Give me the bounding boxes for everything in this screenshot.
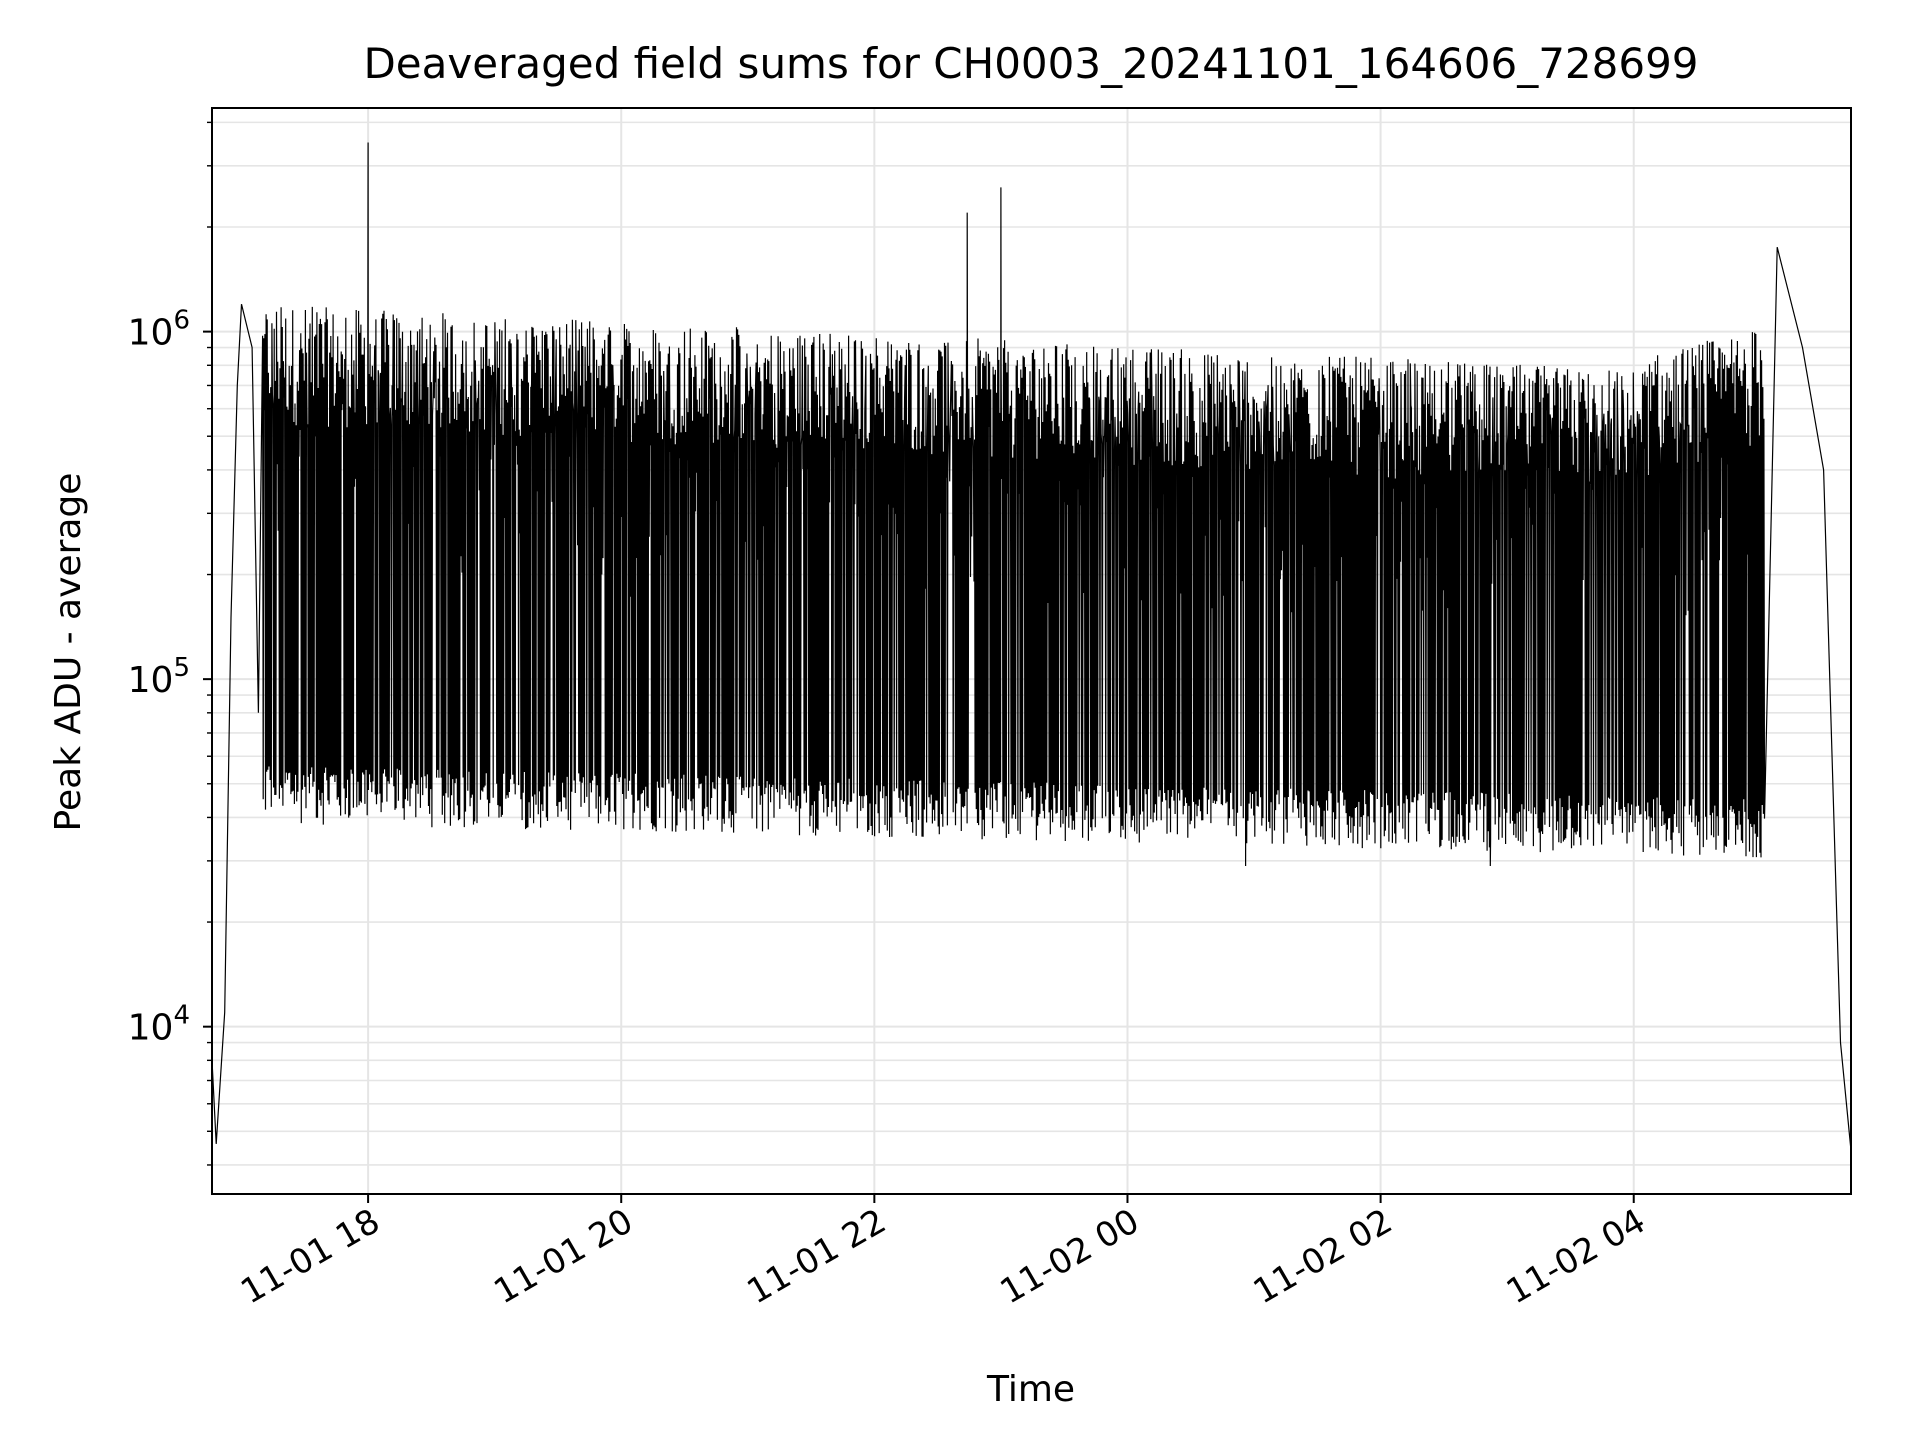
chart-title: Deaveraged field sums for CH0003_2024110… [363,39,1698,88]
y-tick-label: 106 [128,306,190,354]
series-line [211,142,1852,1151]
axes-frame [211,107,1852,1195]
x-axis-label: Time [986,1369,1075,1410]
data-series [211,142,1852,1151]
y-tick-label: 105 [128,653,190,701]
y-axis-label: Peak ADU - average [48,473,89,832]
y-tick-label: 104 [128,1001,190,1049]
